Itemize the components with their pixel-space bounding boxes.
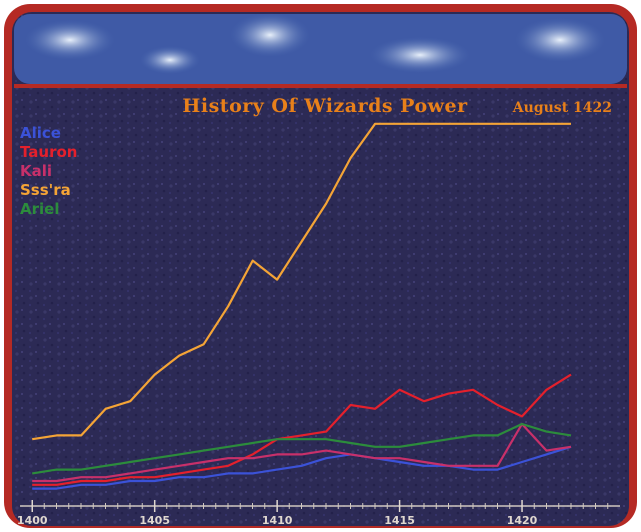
- x-tick-label: 1405: [139, 514, 170, 527]
- series-line: [32, 445, 572, 490]
- chart-title: History Of Wizards Power: [182, 95, 468, 117]
- series-line: [32, 422, 572, 475]
- legend-entry: Kali: [20, 162, 52, 180]
- series-line: [32, 373, 572, 486]
- date: August 1422: [512, 100, 612, 116]
- panel: [12, 12, 629, 526]
- legend-entry: Ariel: [20, 200, 59, 218]
- sky-banner: [14, 13, 627, 84]
- x-tick-label: 1415: [384, 514, 415, 527]
- x-tick-label: 1410: [262, 514, 293, 527]
- legend-entry: Alice: [20, 124, 61, 142]
- banner-divider: [14, 84, 627, 88]
- series-line: [32, 422, 572, 483]
- legend-entry: Tauron: [20, 143, 77, 161]
- series-line: [32, 122, 571, 441]
- x-tick-label: 1420: [507, 514, 538, 527]
- x-tick-label: 1400: [17, 514, 48, 527]
- legend-entry: Sss'ra: [20, 181, 71, 199]
